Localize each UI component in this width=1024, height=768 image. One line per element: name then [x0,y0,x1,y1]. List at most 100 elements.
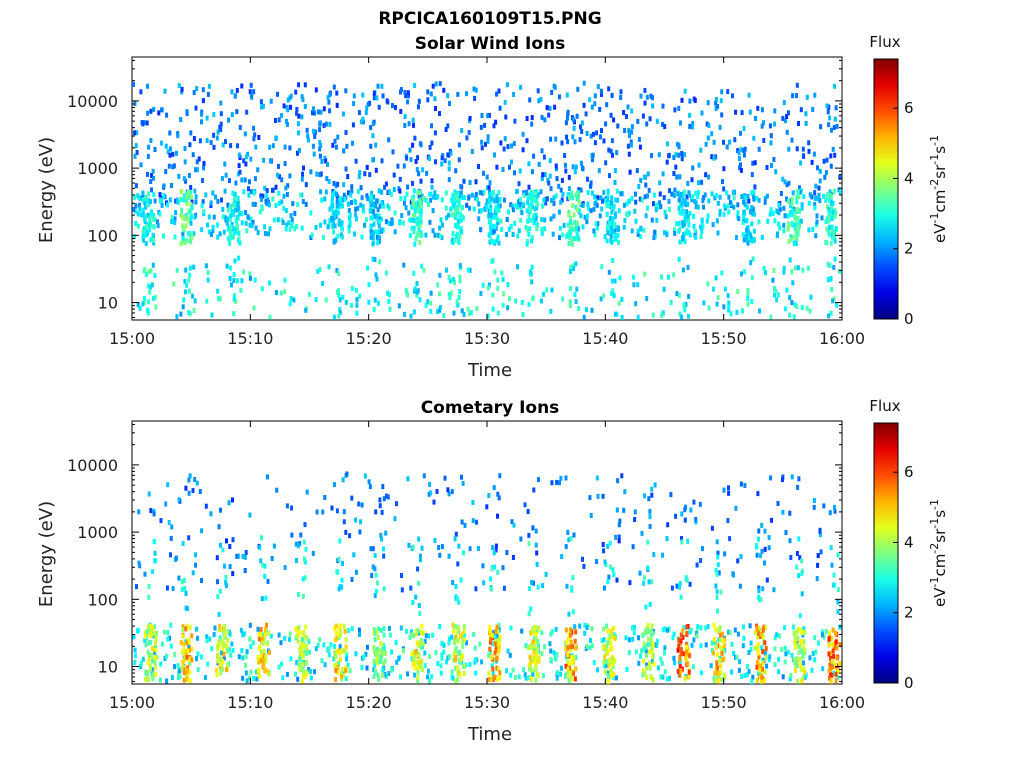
flux-cell [829,240,833,246]
flux-cell [669,492,673,498]
flux-cell [487,285,490,291]
flux-cell [527,586,531,592]
flux-cell [717,570,721,576]
flux-cell [418,223,422,229]
flux-cell [258,209,262,215]
flux-cell [481,563,485,569]
flux-cell [482,170,485,176]
flux-cell [552,213,556,219]
flux-cell [828,662,832,668]
flux-cell [777,202,781,208]
flux-cell [200,528,204,534]
flux-cell [311,550,315,556]
flux-cell [728,199,732,205]
flux-cell [633,208,637,214]
flux-cell [647,496,651,502]
flux-cell [612,293,616,299]
flux-cell [457,599,461,605]
flux-cell [833,508,837,514]
flux-cell [674,152,678,158]
flux-cell [784,651,788,657]
flux-cell [715,218,719,224]
flux-cell [480,113,484,118]
flux-cell [398,188,402,194]
flux-cell [391,149,395,155]
flux-cell [649,674,653,680]
flux-cell [549,216,553,222]
flux-cell [240,83,244,89]
flux-cell [241,675,245,681]
flux-cell [189,202,193,207]
flux-cell [451,193,455,199]
flux-cell [684,230,688,236]
flux-cell [603,559,607,565]
flux-cell [322,123,326,129]
flux-cell [239,287,243,293]
flux-cell [794,644,797,649]
flux-cell [790,269,794,275]
flux-cell [802,639,806,645]
flux-cell [361,92,365,98]
flux-cell [678,192,682,198]
flux-cell [408,217,412,223]
flux-cell [799,160,803,166]
flux-cell [650,217,654,223]
flux-cell [440,155,444,161]
flux-cell [172,163,176,169]
flux-cell [151,625,154,631]
flux-cell [606,224,610,230]
flux-cell [378,216,382,222]
flux-cell [762,266,766,272]
flux-cell [447,274,451,280]
flux-cell [182,226,186,232]
flux-cell [652,192,656,198]
flux-cell [231,190,235,196]
flux-cell [802,666,806,672]
flux-cell [535,658,539,663]
flux-cell [335,289,339,295]
flux-cell [436,309,440,314]
flux-cell [796,265,800,271]
flux-cell [200,119,203,125]
flux-cell [721,676,725,682]
flux-cell [228,216,232,222]
flux-cell [279,640,283,646]
flux-cell [183,279,187,285]
flux-cell [374,509,378,515]
flux-cell [302,668,306,674]
flux-cell [629,139,633,145]
flux-cell [148,199,152,205]
flux-cell [440,652,444,658]
flux-cell [531,656,535,662]
flux-cell [529,658,533,664]
flux-cell [218,623,222,629]
flux-cell [606,188,610,194]
flux-cell [643,271,647,277]
flux-cell [364,217,368,223]
flux-cell [233,230,236,236]
flux-cell [588,97,592,103]
flux-cell [529,207,532,213]
flux-cell [301,640,304,646]
flux-cell [365,193,369,199]
flux-cell [372,667,376,673]
flux-cell [772,268,776,273]
flux-cell [300,114,304,120]
colorbar-tick-label: 6 [904,463,914,481]
flux-cell [690,197,694,203]
flux-cell [642,646,646,652]
y-tick-label: 1000 [77,159,118,178]
flux-cell [358,170,362,176]
flux-cell [416,677,420,683]
flux-cell [263,563,267,569]
flux-cell [659,674,663,680]
flux-cell [828,210,832,216]
flux-cell [394,105,397,110]
flux-cell [383,671,387,677]
flux-cell [716,562,720,568]
colorbar-unit-label: eV-1cm-2sr-1s-1 [928,499,949,607]
flux-cell [501,565,505,571]
flux-cell [829,545,833,551]
flux-cell [744,195,748,201]
flux-cell [655,643,659,648]
